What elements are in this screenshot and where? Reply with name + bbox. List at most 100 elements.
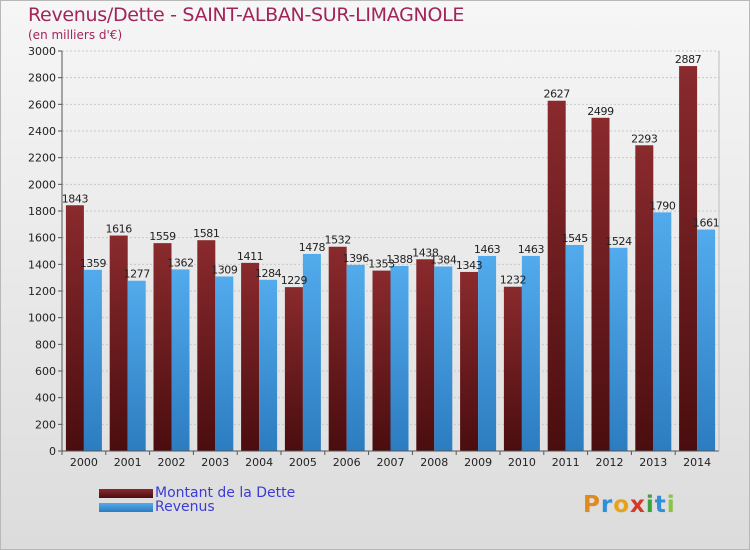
bar-revenue — [83, 269, 102, 451]
x-tick-label: 2007 — [377, 456, 405, 469]
y-tick-label: 0 — [49, 445, 56, 458]
x-tick-label: 2001 — [114, 456, 142, 469]
x-tick-label: 2002 — [158, 456, 186, 469]
data-label-debt: 1559 — [149, 230, 176, 243]
y-tick-label: 2800 — [28, 72, 56, 85]
data-label-revenue: 1284 — [255, 267, 282, 280]
bar-revenue — [434, 266, 453, 451]
proxiti-logo: Proxiti — [583, 492, 676, 518]
y-tick-label: 1800 — [28, 205, 56, 218]
y-tick-label: 1600 — [28, 232, 56, 245]
bar-debt — [416, 259, 435, 451]
bar-revenue — [346, 264, 365, 451]
x-tick-label: 2012 — [596, 456, 624, 469]
data-label-debt: 1616 — [105, 223, 132, 236]
bar-debt — [460, 271, 479, 451]
x-tick-label: 2013 — [639, 456, 667, 469]
logo-letter: o — [613, 492, 631, 518]
data-label-debt: 1532 — [324, 234, 350, 247]
x-tick-label: 2014 — [683, 456, 711, 469]
data-label-revenue: 1362 — [167, 256, 193, 269]
data-label-revenue: 1478 — [299, 241, 326, 254]
bar-debt — [679, 66, 698, 452]
bar-debt — [503, 286, 522, 451]
data-label-revenue: 1463 — [474, 243, 501, 256]
data-label-debt: 1353 — [368, 258, 395, 271]
x-tick-label: 2004 — [245, 456, 273, 469]
bar-debt — [635, 145, 654, 451]
bar-revenue — [521, 255, 540, 451]
bar-revenue — [609, 247, 628, 451]
y-tick-label: 1000 — [28, 312, 56, 325]
y-tick-label: 600 — [35, 365, 56, 378]
data-label-revenue: 1790 — [649, 199, 676, 212]
bar-revenue — [390, 265, 409, 451]
y-tick-label: 200 — [35, 418, 56, 431]
bar-debt — [109, 235, 128, 451]
data-label-revenue: 1309 — [211, 263, 238, 276]
data-label-debt: 1229 — [281, 274, 308, 287]
logo-letter: t — [654, 492, 667, 518]
x-tick-label: 2003 — [201, 456, 229, 469]
y-tick-label: 2400 — [28, 125, 56, 138]
data-label-debt: 1581 — [193, 227, 219, 240]
data-label-debt: 2293 — [631, 132, 658, 145]
bar-revenue — [653, 212, 672, 451]
data-label-debt: 2627 — [543, 88, 570, 101]
axes: 0 200 400 600 800 1000 1200 1400 1600 1800 2000 220… — [28, 45, 720, 469]
data-label-revenue: 1524 — [605, 235, 632, 248]
data-label-revenue: 1545 — [561, 232, 588, 245]
data-label-debt: 1411 — [237, 250, 263, 263]
y-tick-label: 2600 — [28, 98, 56, 111]
bar-debt — [547, 100, 566, 451]
x-tick-label: 2011 — [552, 456, 580, 469]
x-tick-label: 2009 — [464, 456, 492, 469]
bar-debt — [241, 262, 260, 451]
data-label-revenue: 1388 — [386, 253, 413, 266]
y-tick-label: 2200 — [28, 152, 56, 165]
data-label-debt: 1438 — [412, 246, 439, 259]
bar-debt — [197, 240, 216, 451]
bar-debt — [328, 246, 347, 451]
y-tick-label: 800 — [35, 338, 56, 351]
legend-label-debt: Montant de la Dette — [155, 485, 296, 501]
data-label-revenue: 1384 — [430, 253, 457, 266]
x-tick-label: 2000 — [70, 456, 98, 469]
bar-debt — [591, 117, 610, 452]
y-tick-label: 2000 — [28, 178, 56, 191]
bar-debt — [372, 270, 391, 451]
bar-debt — [284, 287, 303, 451]
logo-letter: i — [645, 492, 655, 518]
x-tick-label: 2005 — [289, 456, 317, 469]
data-label-revenue: 1396 — [342, 252, 369, 265]
data-label-revenue: 1463 — [518, 243, 545, 256]
x-tick-label: 2010 — [508, 456, 536, 469]
bars — [65, 66, 716, 452]
y-tick-label: 400 — [35, 392, 56, 405]
bar-revenue — [302, 253, 321, 451]
bar-debt — [153, 243, 172, 451]
legend-label-revenue: Revenus — [155, 499, 215, 515]
y-tick-label: 3000 — [28, 45, 56, 58]
data-label-debt: 2887 — [675, 53, 702, 66]
chart-title: Revenus/Dette - SAINT-ALBAN-SUR-LIMAGNOL… — [28, 4, 465, 26]
bar-debt — [65, 205, 84, 451]
x-tick-label: 2006 — [333, 456, 361, 469]
bar-revenue — [478, 255, 497, 451]
bar-revenue — [259, 279, 278, 451]
data-label-debt: 1232 — [500, 274, 526, 287]
data-label-debt: 1343 — [456, 259, 483, 272]
logo-letter: r — [600, 492, 614, 518]
bar-revenue — [171, 269, 190, 451]
y-tick-label: 1200 — [28, 285, 56, 298]
legend-swatch-revenue — [99, 503, 153, 512]
bar-revenue — [127, 280, 146, 451]
legend-swatch-debt — [99, 489, 153, 498]
bar-revenue — [215, 276, 234, 451]
data-label-debt: 2499 — [587, 105, 614, 118]
x-tick-label: 2008 — [420, 456, 448, 469]
chart-subtitle: (en milliers d'€) — [28, 28, 123, 42]
